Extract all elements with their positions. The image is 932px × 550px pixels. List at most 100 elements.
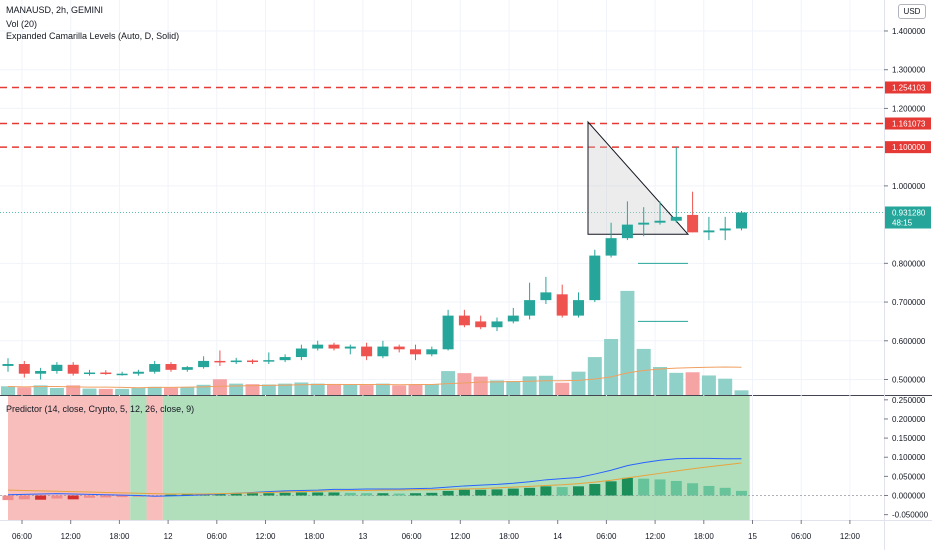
time-axis: 06:00 12:00 18:00 12 06:00 12:00 18:00 13 06:00 1… — [12, 520, 860, 541]
volume-label: Vol (20) — [6, 19, 38, 29]
current-price-badge — [885, 206, 931, 229]
candle-body — [458, 315, 470, 326]
volume-bar — [294, 382, 309, 395]
predictor-histogram-bar — [312, 492, 324, 496]
candle-body — [524, 300, 536, 316]
time-axis-label: 12:00 — [840, 532, 861, 541]
volume-bar — [734, 390, 749, 395]
price-axis-label: 1.200000 — [892, 104, 926, 113]
predictor-histogram-bar — [393, 493, 405, 496]
candle-body — [361, 346, 373, 357]
candle-body — [410, 349, 421, 355]
volume-bar — [620, 290, 635, 395]
candle-body — [687, 214, 699, 233]
candle-body — [638, 222, 650, 225]
volume-bars — [1, 290, 749, 395]
predictor-histogram-bar — [703, 485, 715, 496]
predictor-histogram-bar — [214, 493, 226, 496]
level-price-label: 1.161073 — [892, 120, 926, 129]
price-axis-label: 0.600000 — [892, 337, 926, 346]
time-axis-label: 06:00 — [12, 532, 33, 541]
volume-bar — [261, 384, 276, 395]
predictor-axis-label: -0.050000 — [892, 511, 929, 520]
volume-bar — [278, 383, 293, 395]
volume-bar — [718, 378, 733, 395]
predictor-histogram-bar — [328, 492, 340, 496]
predictor-histogram-bar — [100, 495, 112, 498]
predictor-label: Predictor (14, close, Crypto, 5, 12, 26,… — [6, 404, 195, 414]
candle-body — [328, 344, 340, 349]
volume-bar — [424, 384, 439, 395]
volume-bar — [343, 384, 358, 395]
volume-bar — [653, 367, 667, 395]
predictor-slow-line — [7, 462, 742, 495]
volume-bar — [441, 371, 456, 395]
candle-body — [573, 300, 584, 316]
predictor-histogram-bar — [475, 489, 487, 496]
predictor-histogram-bar — [410, 493, 421, 496]
candle-body — [654, 220, 666, 223]
candle-body — [426, 349, 438, 355]
volume-bar — [457, 373, 472, 395]
candle-body — [605, 238, 617, 256]
candle-body — [198, 360, 210, 368]
candle-body — [51, 364, 63, 371]
price-axis-label: 0.800000 — [892, 259, 926, 268]
level-price-badge — [885, 141, 931, 154]
predictor-histogram-bar — [132, 495, 144, 497]
time-axis-label: 12:00 — [645, 532, 666, 541]
predictor-histogram-bar — [491, 489, 503, 496]
candle-body — [670, 216, 682, 221]
triangle-drawing — [587, 120, 690, 235]
time-axis-label: 13 — [358, 532, 367, 541]
price-axis-label: 0.700000 — [892, 298, 926, 307]
volume-bar — [669, 372, 684, 395]
candle-body — [556, 294, 568, 316]
predictor-histogram-bar — [687, 483, 699, 496]
candle-body — [2, 364, 14, 366]
camarilla-levels — [0, 86, 884, 148]
predictor-histogram-bar — [736, 490, 747, 496]
predictor-histogram-bar — [638, 478, 650, 496]
time-axis-label: 14 — [553, 532, 562, 541]
predictor-histogram-bar — [279, 492, 291, 496]
candle-body — [279, 357, 291, 361]
camarilla-legend[interactable]: Expanded Camarilla Levels (Auto, D, Soli… — [6, 31, 179, 42]
price-axis-label: 1.300000 — [892, 66, 926, 75]
predictor-histogram-bar — [18, 495, 30, 500]
volume-legend[interactable]: Vol (20) — [6, 19, 37, 30]
candle-body — [621, 224, 633, 239]
volume-bar — [506, 381, 521, 395]
predictor-region-red — [146, 396, 163, 520]
candle-body — [67, 364, 79, 374]
current-price-label: 0.931280 — [892, 208, 926, 217]
candle-body — [214, 360, 226, 363]
volume-bar — [49, 388, 64, 395]
predictor-legend[interactable]: Predictor (14, close, Crypto, 5, 12, 26,… — [6, 404, 194, 415]
candle-body — [540, 292, 552, 301]
predictor-histogram-bar — [116, 495, 128, 498]
level-price-label: 1.100000 — [892, 143, 926, 152]
volume-bar — [604, 339, 619, 395]
candle-body — [116, 373, 128, 376]
predictor-region-red — [8, 396, 131, 520]
volume-bar — [587, 357, 602, 395]
volume-bar — [147, 386, 162, 395]
predictor-histogram-bar — [524, 487, 536, 496]
volume-bar — [359, 385, 374, 395]
volume-bar — [327, 383, 341, 395]
currency-button[interactable]: USD — [898, 4, 926, 19]
level-price-badge — [885, 81, 931, 94]
predictor-axis-label: 0.200000 — [892, 415, 926, 424]
symbol-legend[interactable]: MANAUSD, 2h, GEMINI — [6, 5, 103, 16]
candle-body — [377, 346, 389, 357]
volume-bar — [98, 388, 113, 395]
candle-body — [719, 228, 731, 231]
volume-bar — [408, 384, 423, 395]
predictor-histogram-bar — [35, 495, 47, 500]
volume-bar — [522, 376, 537, 395]
predictor-histogram-bar — [247, 493, 258, 496]
time-axis-label: 12:00 — [450, 532, 471, 541]
volume-bar — [245, 384, 260, 395]
predictor-axis-label: 0.250000 — [892, 396, 926, 405]
